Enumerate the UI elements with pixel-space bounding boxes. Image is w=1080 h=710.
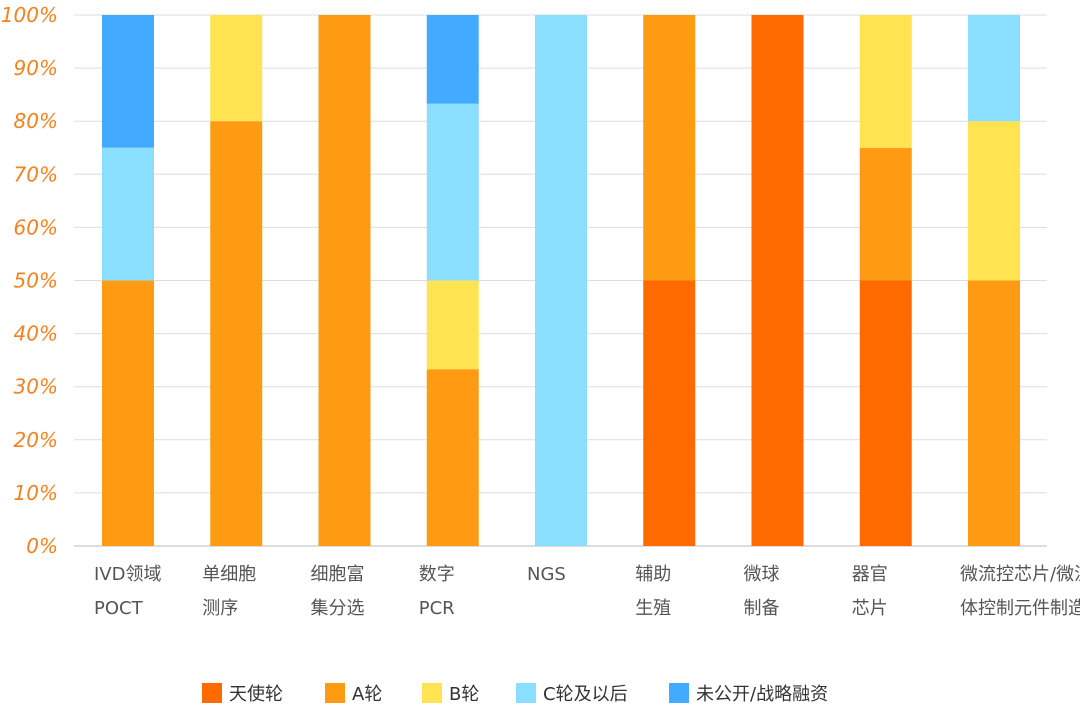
bar-segment [968,15,1020,122]
bar-segment [426,369,479,546]
x-tick-label: 测序 [202,598,238,619]
x-tick-label: POCT [94,598,144,619]
x-tick-label: 制备 [744,598,780,619]
bar-segment [210,15,263,122]
legend-label: C轮及以后 [543,684,628,705]
legend-label: 未公开/战略融资 [696,684,828,705]
y-tick-label: 90% [14,56,58,80]
y-tick-label: 40% [14,322,58,346]
legend: 天使轮 A轮 B轮 C轮及以后 未公开/战略融资 [202,683,828,705]
y-tick-label: 60% [14,215,58,239]
x-tick-label: IVD领域 [94,564,161,585]
x-tick-label: 辅助 [635,564,671,585]
x-tick-label: 单细胞 [202,564,256,585]
y-tick-label: 20% [14,428,58,452]
y-tick-label: 100% [1,3,58,27]
x-tick-label: 芯片 [852,598,888,619]
y-axis-ticks: 0% 10% 20% 30% 40% 50% 60% 70% 80% 90% 100% [1,3,58,558]
bar-segment [102,15,154,148]
bar-segment [751,15,804,546]
y-tick-label: 0% [26,534,58,558]
y-tick-label: 10% [14,481,58,505]
bar-segment [968,121,1020,281]
bar-segment [643,15,696,281]
legend-swatch [516,683,536,703]
x-tick-label: NGS [527,564,566,585]
bar-segment [210,121,263,546]
bar-segment [426,103,479,281]
y-tick-label: 50% [14,269,58,293]
bar-segment [859,280,912,546]
y-tick-label: 30% [14,375,58,399]
x-tick-label: 数字 [419,564,455,585]
y-tick-label: 70% [14,162,58,186]
bar-segment [968,280,1020,546]
bar-segment [643,280,696,546]
bar-segment [102,280,154,546]
x-tick-label: 生殖 [635,597,671,619]
legend-label: A轮 [352,684,382,705]
legend-swatch [669,683,689,703]
bar-segment [426,15,479,104]
legend-swatch [202,683,222,703]
x-tick-label: PCR [419,598,455,619]
x-tick-label: 微球 [744,564,780,585]
x-tick-label: 集分选 [311,598,365,619]
bar-segment [102,147,154,281]
x-tick-label: 器官 [852,564,888,585]
x-tick-label: 微流控芯片/微流 [960,564,1080,585]
bars [102,15,1020,546]
legend-swatch [325,683,345,703]
bar-segment [318,15,371,546]
x-tick-label: 体控制元件制造 [960,598,1080,619]
y-tick-label: 80% [14,109,58,133]
x-tick-label: 细胞富 [311,564,365,585]
bar-segment [859,15,912,148]
bar-segment [426,280,479,370]
legend-label: B轮 [449,684,479,705]
bar-segment [535,15,587,546]
legend-label: 天使轮 [229,684,283,705]
legend-swatch [422,683,442,703]
bar-segment [859,147,912,281]
